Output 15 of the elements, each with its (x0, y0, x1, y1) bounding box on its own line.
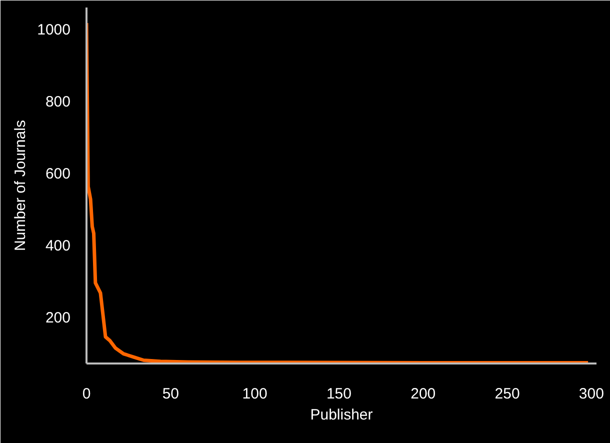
y-axis-title: Number of Journals (12, 120, 30, 251)
line-series (86, 21, 590, 364)
y-tick-label: 400 (45, 237, 71, 254)
x-tick-label: 300 (578, 386, 604, 402)
x-tick-label: 200 (410, 386, 436, 402)
y-tick-label: 200 (45, 309, 71, 326)
x-tick-label: 250 (494, 386, 520, 402)
y-tick-label: 1000 (37, 22, 71, 39)
y-tick-label: 800 (45, 93, 71, 110)
x-tick-label: 100 (242, 386, 268, 402)
y-tick-label: 600 (45, 165, 71, 182)
x-tick-label: 0 (82, 386, 91, 402)
x-tick-label: 50 (162, 386, 180, 402)
x-tick-label: 150 (326, 386, 352, 402)
x-axis-title: Publisher (310, 406, 373, 424)
